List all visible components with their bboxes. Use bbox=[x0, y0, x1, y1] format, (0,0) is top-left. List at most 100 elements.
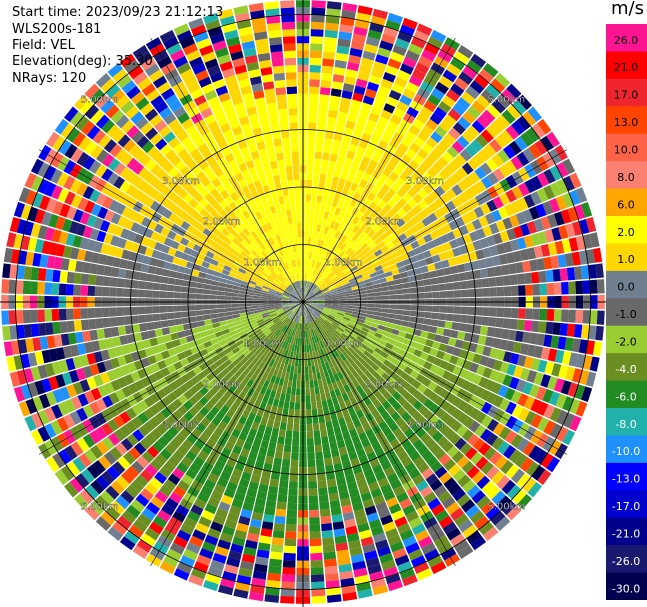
velocity-bin bbox=[264, 139, 274, 149]
velocity-bin bbox=[349, 198, 358, 208]
velocity-bin bbox=[324, 36, 337, 46]
velocity-bin bbox=[364, 278, 372, 284]
velocity-bin bbox=[417, 462, 430, 474]
velocity-bin bbox=[310, 552, 323, 561]
velocity-bin bbox=[123, 218, 135, 230]
velocity-bin bbox=[238, 162, 248, 173]
velocity-bin bbox=[308, 223, 314, 231]
velocity-bin bbox=[318, 180, 325, 189]
velocity-bin bbox=[328, 314, 336, 320]
velocity-bin bbox=[130, 288, 139, 298]
velocity-bin bbox=[278, 331, 285, 339]
velocity-bin bbox=[311, 365, 316, 374]
velocity-bin bbox=[70, 396, 83, 410]
velocity-bin bbox=[328, 405, 336, 414]
velocity-bin bbox=[98, 339, 108, 351]
velocity-bin bbox=[568, 281, 576, 295]
velocity-bin bbox=[276, 384, 283, 393]
velocity-bin bbox=[199, 406, 210, 417]
velocity-bin bbox=[242, 441, 253, 451]
velocity-bin bbox=[484, 212, 496, 225]
velocity-bin bbox=[314, 277, 320, 285]
velocity-bin bbox=[543, 334, 553, 348]
velocity-bin bbox=[405, 81, 419, 94]
velocity-bin bbox=[486, 392, 498, 405]
velocity-bin bbox=[157, 156, 169, 168]
velocity-bin bbox=[275, 346, 282, 354]
velocity-bin bbox=[277, 494, 288, 503]
velocity-bin bbox=[435, 327, 445, 336]
velocity-bin bbox=[192, 263, 202, 272]
velocity-bin bbox=[305, 201, 311, 209]
velocity-bin bbox=[456, 167, 468, 180]
velocity-bin bbox=[392, 401, 402, 412]
velocity-bin bbox=[233, 5, 249, 16]
velocity-bin bbox=[240, 356, 249, 365]
velocity-bin bbox=[335, 338, 343, 346]
velocity-bin bbox=[516, 273, 526, 285]
velocity-bin bbox=[282, 306, 290, 311]
velocity-bin bbox=[203, 580, 219, 592]
velocity-bin bbox=[382, 521, 396, 533]
velocity-bin bbox=[89, 500, 105, 516]
velocity-bin bbox=[423, 206, 434, 217]
velocity-bin bbox=[331, 297, 339, 300]
velocity-bin bbox=[104, 382, 115, 395]
velocity-bin bbox=[27, 206, 39, 222]
velocity-bin bbox=[159, 291, 167, 299]
velocity-bin bbox=[343, 384, 351, 393]
velocity-bin bbox=[154, 267, 164, 276]
velocity-bin bbox=[53, 256, 63, 270]
velocity-bin bbox=[272, 65, 285, 74]
velocity-bin bbox=[355, 409, 365, 419]
velocity-bin bbox=[438, 423, 451, 436]
velocity-bin bbox=[379, 232, 389, 241]
velocity-bin bbox=[267, 396, 275, 406]
velocity-bin bbox=[386, 188, 397, 198]
velocity-bin bbox=[75, 331, 84, 344]
velocity-bin bbox=[341, 90, 353, 100]
velocity-bin bbox=[167, 247, 177, 257]
velocity-bin bbox=[307, 466, 317, 475]
velocity-bin bbox=[233, 102, 246, 113]
velocity-bin bbox=[335, 248, 343, 257]
velocity-bin bbox=[292, 314, 297, 322]
velocity-bin bbox=[292, 291, 298, 297]
velocity-bin bbox=[366, 81, 380, 92]
velocity-bin bbox=[316, 401, 323, 409]
velocity-bin bbox=[483, 526, 499, 541]
velocity-bin bbox=[356, 219, 364, 228]
velocity-bin bbox=[108, 199, 120, 212]
velocity-bin bbox=[461, 130, 475, 144]
velocity-bin bbox=[292, 292, 298, 298]
velocity-bin bbox=[274, 303, 282, 306]
velocity-bin bbox=[27, 352, 38, 367]
velocity-bin bbox=[194, 258, 204, 266]
velocity-bin bbox=[66, 206, 77, 220]
velocity-bin bbox=[382, 400, 392, 411]
velocity-bin bbox=[27, 382, 39, 398]
velocity-bin bbox=[377, 47, 392, 58]
velocity-bin bbox=[408, 43, 423, 56]
velocity-bin bbox=[326, 269, 333, 276]
velocity-bin bbox=[370, 105, 383, 116]
velocity-bin bbox=[549, 391, 561, 406]
velocity-bin bbox=[390, 479, 402, 490]
velocity-bin bbox=[282, 316, 289, 323]
velocity-bin bbox=[325, 464, 334, 473]
velocity-bin bbox=[15, 280, 24, 294]
velocity-bin bbox=[283, 246, 289, 255]
velocity-bin bbox=[180, 373, 191, 384]
velocity-bin bbox=[306, 409, 312, 417]
velocity-bin bbox=[382, 167, 393, 178]
velocity-bin bbox=[319, 422, 327, 431]
velocity-bin bbox=[147, 445, 160, 458]
velocity-bin bbox=[150, 231, 161, 242]
velocity-bin bbox=[30, 158, 44, 175]
velocity-bin bbox=[342, 460, 352, 470]
velocity-bin bbox=[243, 546, 257, 557]
velocity-bin bbox=[282, 263, 288, 271]
velocity-bin bbox=[517, 197, 529, 211]
velocity-bin bbox=[472, 240, 482, 251]
velocity-bin bbox=[269, 205, 277, 214]
